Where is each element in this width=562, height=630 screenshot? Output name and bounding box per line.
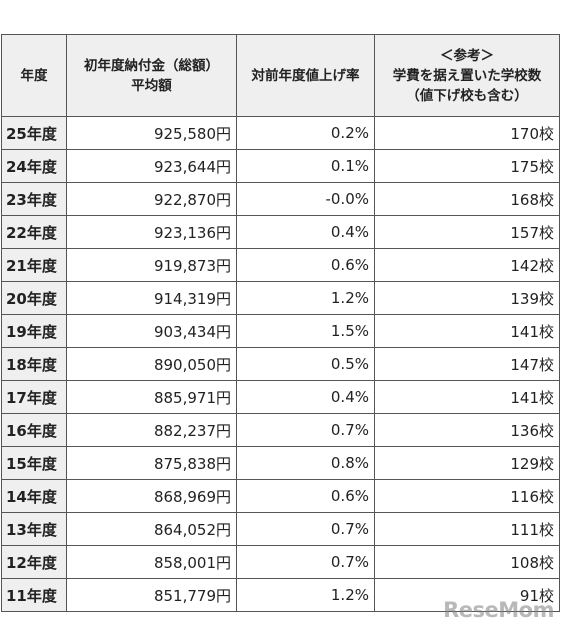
row-year-cell: 18年度 <box>1 347 67 381</box>
row-rate-cell: 0.7% <box>236 545 375 579</box>
row-amount-cell: 875,838円 <box>66 446 237 480</box>
header-row: 年度 初年度納付金（総額） 平均額 対前年度値上げ率 ＜参考＞ 学費を据え置いた… <box>1 34 560 117</box>
row-rate-cell: 0.6% <box>236 248 375 282</box>
row-year-cell: 24年度 <box>1 149 67 183</box>
row-rate-cell: 0.2% <box>236 116 375 150</box>
row-amount-cell: 925,580円 <box>66 116 237 150</box>
row-amount-cell: 864,052円 <box>66 512 237 546</box>
header-reference-line1: ＜参考＞ <box>440 47 494 64</box>
resemom-watermark-logo: ReseMom <box>443 598 554 622</box>
table-row: 19年度 903,434円 1.5% 141校 <box>1 314 560 348</box>
row-schools-cell: 116校 <box>374 479 560 513</box>
row-schools-cell: 139校 <box>374 281 560 315</box>
table-row: 14年度 868,969円 0.6% 116校 <box>1 479 560 513</box>
row-year-cell: 19年度 <box>1 314 67 348</box>
row-rate-cell: 0.7% <box>236 413 375 447</box>
row-year-cell: 12年度 <box>1 545 67 579</box>
row-rate-cell: 1.2% <box>236 578 375 612</box>
table-row: 20年度 914,319円 1.2% 139校 <box>1 281 560 315</box>
header-increase-rate: 対前年度値上げ率 <box>236 34 375 117</box>
row-year-cell: 13年度 <box>1 512 67 546</box>
row-amount-cell: 923,644円 <box>66 149 237 183</box>
row-rate-cell: 0.1% <box>236 149 375 183</box>
row-amount-cell: 890,050円 <box>66 347 237 381</box>
row-year-cell: 17年度 <box>1 380 67 414</box>
row-year-cell: 22年度 <box>1 215 67 249</box>
row-schools-cell: 91校 <box>374 578 560 612</box>
table-row: 24年度 923,644円 0.1% 175校 <box>1 149 560 183</box>
row-rate-cell: 0.8% <box>236 446 375 480</box>
row-amount-cell: 903,434円 <box>66 314 237 348</box>
row-amount-cell: 851,779円 <box>66 578 237 612</box>
row-rate-cell: 1.2% <box>236 281 375 315</box>
row-schools-cell: 147校 <box>374 347 560 381</box>
row-year-cell: 15年度 <box>1 446 67 480</box>
table-row: 13年度 864,052円 0.7% 111校 <box>1 512 560 546</box>
header-reference-line3: （値下げ校も含む） <box>406 87 528 104</box>
tuition-table: 年度 初年度納付金（総額） 平均額 対前年度値上げ率 ＜参考＞ 学費を据え置いた… <box>1 34 560 612</box>
table-row: 23年度 922,870円 -0.0% 168校 <box>1 182 560 216</box>
row-rate-cell: 0.6% <box>236 479 375 513</box>
row-year-cell: 14年度 <box>1 479 67 513</box>
table-row: 16年度 882,237円 0.7% 136校 <box>1 413 560 447</box>
row-schools-cell: 111校 <box>374 512 560 546</box>
row-schools-cell: 168校 <box>374 182 560 216</box>
row-schools-cell: 136校 <box>374 413 560 447</box>
row-rate-cell: -0.0% <box>236 182 375 216</box>
row-amount-cell: 923,136円 <box>66 215 237 249</box>
table-row: 12年度 858,001円 0.7% 108校 <box>1 545 560 579</box>
row-amount-cell: 885,971円 <box>66 380 237 414</box>
row-schools-cell: 129校 <box>374 446 560 480</box>
table-row: 11年度 851,779円 1.2% 91校 <box>1 578 560 612</box>
row-schools-cell: 170校 <box>374 116 560 150</box>
row-rate-cell: 0.4% <box>236 380 375 414</box>
row-rate-cell: 0.7% <box>236 512 375 546</box>
header-average-line1: 初年度納付金（総額） <box>84 57 219 74</box>
row-schools-cell: 108校 <box>374 545 560 579</box>
row-year-cell: 16年度 <box>1 413 67 447</box>
row-amount-cell: 919,873円 <box>66 248 237 282</box>
row-year-cell: 23年度 <box>1 182 67 216</box>
table-row: 22年度 923,136円 0.4% 157校 <box>1 215 560 249</box>
row-schools-cell: 157校 <box>374 215 560 249</box>
row-amount-cell: 868,969円 <box>66 479 237 513</box>
header-average-amount: 初年度納付金（総額） 平均額 <box>66 34 237 117</box>
row-schools-cell: 142校 <box>374 248 560 282</box>
row-amount-cell: 882,237円 <box>66 413 237 447</box>
row-rate-cell: 0.4% <box>236 215 375 249</box>
header-reference-line2: 学費を据え置いた学校数 <box>392 67 542 84</box>
row-schools-cell: 175校 <box>374 149 560 183</box>
header-average-line2: 平均額 <box>131 77 172 94</box>
row-amount-cell: 858,001円 <box>66 545 237 579</box>
row-rate-cell: 0.5% <box>236 347 375 381</box>
table-row: 21年度 919,873円 0.6% 142校 <box>1 248 560 282</box>
table-row: 15年度 875,838円 0.8% 129校 <box>1 446 560 480</box>
row-amount-cell: 922,870円 <box>66 182 237 216</box>
row-year-cell: 11年度 <box>1 578 67 612</box>
row-schools-cell: 141校 <box>374 380 560 414</box>
row-year-cell: 20年度 <box>1 281 67 315</box>
row-amount-cell: 914,319円 <box>66 281 237 315</box>
table-row: 25年度 925,580円 0.2% 170校 <box>1 116 560 150</box>
header-reference-schools: ＜参考＞ 学費を据え置いた学校数 （値下げ校も含む） <box>374 34 560 117</box>
table-row: 17年度 885,971円 0.4% 141校 <box>1 380 560 414</box>
header-year: 年度 <box>1 34 67 117</box>
row-year-cell: 25年度 <box>1 116 67 150</box>
row-year-cell: 21年度 <box>1 248 67 282</box>
table-row: 18年度 890,050円 0.5% 147校 <box>1 347 560 381</box>
row-rate-cell: 1.5% <box>236 314 375 348</box>
row-schools-cell: 141校 <box>374 314 560 348</box>
